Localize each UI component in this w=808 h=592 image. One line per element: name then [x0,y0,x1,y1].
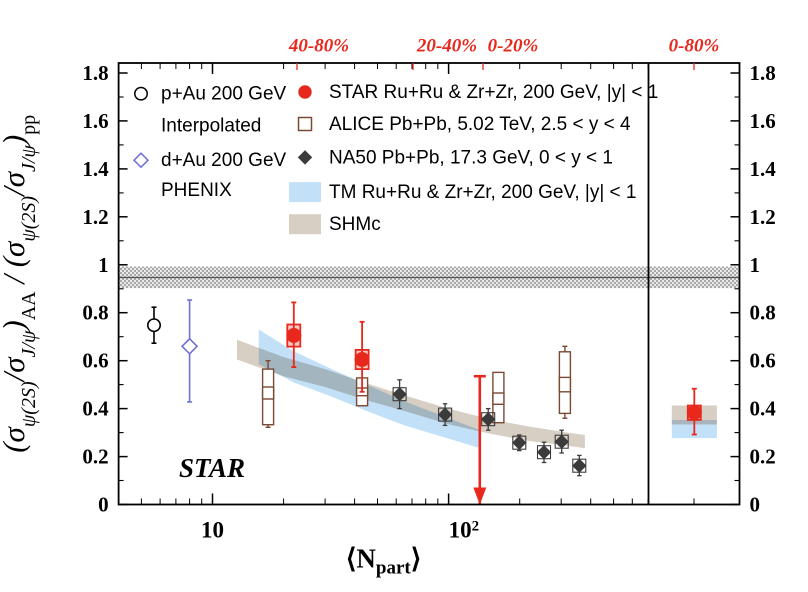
svg-text:0.6: 0.6 [750,349,776,373]
svg-text:NA50 Pb+Pb, 17.3 GeV, 0 < y <: NA50 Pb+Pb, 17.3 GeV, 0 < y < 1 [329,147,613,168]
svg-text:1: 1 [750,253,761,277]
svg-text:40-80%: 40-80% [288,36,349,57]
svg-text:1.2: 1.2 [750,205,776,229]
svg-text:PHENIX: PHENIX [161,180,232,201]
svg-text:0.2: 0.2 [750,445,776,469]
svg-text:Interpolated: Interpolated [161,115,261,136]
svg-text:20-40%: 20-40% [416,36,477,57]
svg-text:1.8: 1.8 [750,61,776,85]
svg-text:1.6: 1.6 [82,109,108,133]
svg-text:1.2: 1.2 [82,205,108,229]
svg-text:0.8: 0.8 [750,301,776,325]
svg-text:0.4: 0.4 [82,397,109,421]
svg-text:ALICE Pb+Pb, 5.02 TeV, 2.5 < y: ALICE Pb+Pb, 5.02 TeV, 2.5 < y < 4 [329,114,631,135]
svg-text:1: 1 [98,253,109,277]
svg-text:STAR Ru+Ru & Zr+Zr, 200 GeV, |: STAR Ru+Ru & Zr+Zr, 200 GeV, |y| < 1 [329,82,658,103]
svg-text:STAR: STAR [179,453,245,483]
svg-text:0.2: 0.2 [82,445,108,469]
svg-text:d+Au 200 GeV: d+Au 200 GeV [161,150,287,171]
svg-text:10: 10 [201,518,224,543]
svg-text:0-80%: 0-80% [669,36,720,57]
svg-text:1.4: 1.4 [750,157,777,181]
svg-text:1.4: 1.4 [82,157,109,181]
svg-text:0.6: 0.6 [82,349,108,373]
svg-text:p+Au 200 GeV: p+Au 200 GeV [161,84,287,105]
svg-text:0.4: 0.4 [750,397,777,421]
svg-text:0.8: 0.8 [82,301,108,325]
svg-text:0: 0 [750,493,761,517]
svg-text:SHMc: SHMc [329,214,381,235]
svg-text:1.6: 1.6 [750,109,776,133]
svg-text:TM Ru+Ru & Zr+Zr, 200 GeV, |y|: TM Ru+Ru & Zr+Zr, 200 GeV, |y| < 1 [329,182,637,203]
svg-text:0-20%: 0-20% [488,36,539,57]
svg-text:0: 0 [98,493,109,517]
svg-text:1.8: 1.8 [82,61,108,85]
